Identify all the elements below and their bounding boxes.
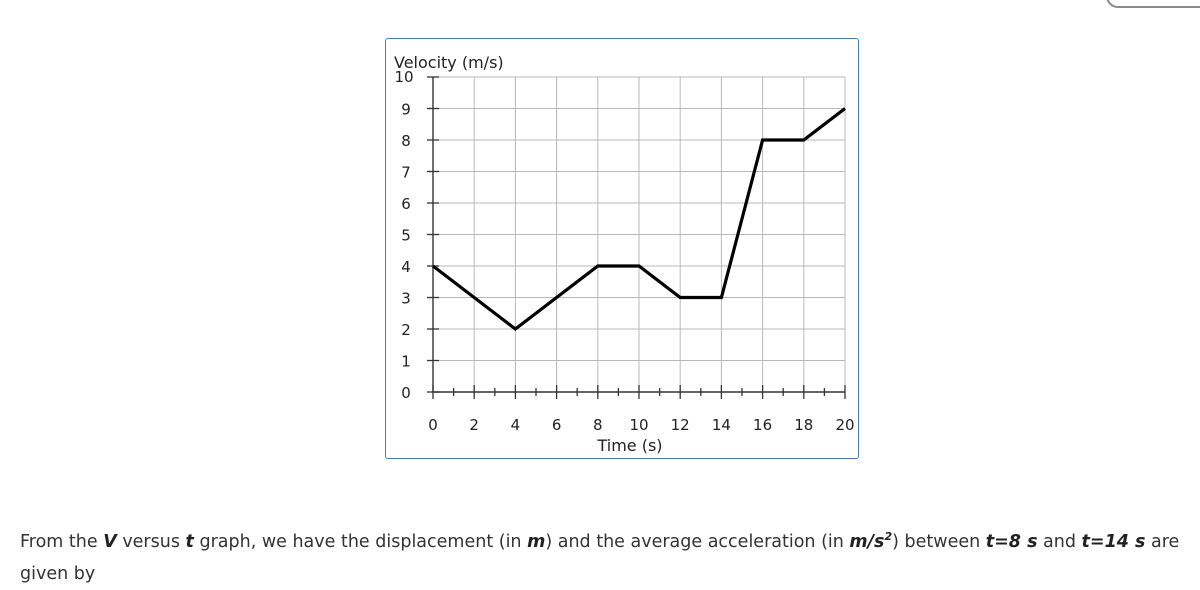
y-tick-label: 3 <box>401 290 411 308</box>
unit-m: m <box>527 531 546 552</box>
y-tick-label: 8 <box>401 132 411 150</box>
time-start: t=8 s <box>985 531 1038 552</box>
y-tick-label: 9 <box>401 101 411 119</box>
x-tick-label: 18 <box>794 416 813 434</box>
y-tick-label: 6 <box>401 195 411 213</box>
y-tick-label: 7 <box>401 164 411 182</box>
x-tick-label: 2 <box>469 416 479 434</box>
x-tick-label: 6 <box>552 416 562 434</box>
y-tick-label: 10 <box>394 68 413 86</box>
variable-t: t <box>185 531 194 552</box>
x-tick-label: 16 <box>753 416 772 434</box>
y-axis-title: Velocity (m/s) <box>394 53 504 72</box>
x-tick-label: 0 <box>428 416 438 434</box>
x-tick-label: 4 <box>511 416 521 434</box>
chart-container <box>385 38 859 459</box>
y-tick-label: 2 <box>401 321 411 339</box>
y-tick-label: 4 <box>401 258 411 276</box>
y-tick-label: 0 <box>401 384 411 402</box>
chart-grid <box>433 76 846 392</box>
x-tick-label: 8 <box>593 416 603 434</box>
x-tick-label: 12 <box>671 416 690 434</box>
y-tick-label: 5 <box>401 227 411 245</box>
time-end: t=14 s <box>1081 531 1146 552</box>
unit-acceleration: m/s2 <box>849 530 893 552</box>
x-tick-label: 10 <box>629 416 648 434</box>
y-tick-label: 1 <box>401 353 411 371</box>
chart-ticks <box>427 76 846 399</box>
variable-v: V <box>103 531 117 552</box>
x-tick-label: 20 <box>835 416 854 434</box>
x-axis-title: Time (s) <box>596 436 662 455</box>
question-text: From the V versus t graph, we have the d… <box>20 530 1180 584</box>
x-tick-label: 14 <box>712 416 731 434</box>
series-line-velocity <box>432 107 846 332</box>
